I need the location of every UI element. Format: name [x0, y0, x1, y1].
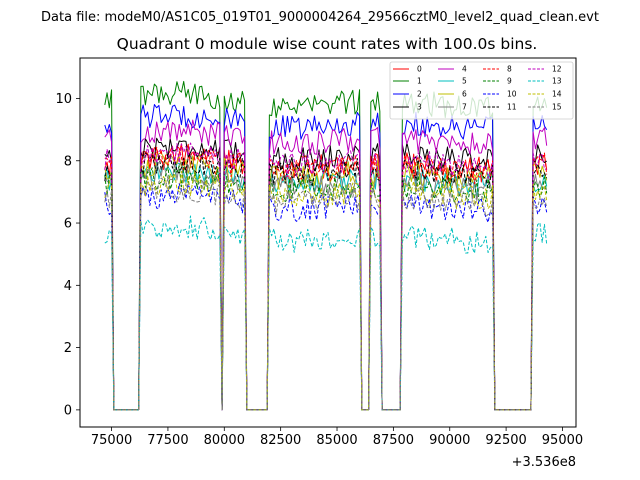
- legend-label-3: 3: [417, 103, 422, 112]
- legend-frame: [389, 61, 574, 120]
- y-tick-label: 6: [64, 217, 72, 232]
- x-tick-label: 80000: [204, 433, 245, 448]
- x-tick-label: 75000: [91, 433, 132, 448]
- series-line-10: [104, 183, 548, 411]
- x-tick-label: 87500: [373, 433, 414, 448]
- series-line-13: [104, 215, 548, 411]
- suptitle: Data file: modeM0/AS1C05_019T01_90000042…: [41, 10, 599, 25]
- legend-label-2: 2: [417, 90, 422, 99]
- x-tick-label: 95000: [542, 433, 583, 448]
- legend-label-9: 9: [507, 77, 512, 86]
- series-line-9: [104, 164, 548, 411]
- legend-label-5: 5: [462, 77, 467, 86]
- y-tick-label: 4: [64, 279, 72, 294]
- axes: 75000 77500 80000 82500 85000 87500 90000 92500…: [55, 92, 583, 448]
- legend-label-13: 13: [552, 77, 562, 86]
- x-tick-label: 77500: [147, 433, 188, 448]
- legend-label-8: 8: [507, 65, 512, 74]
- x-tick-label: 90000: [429, 433, 470, 448]
- series-line-4: [104, 119, 548, 411]
- series-line-11: [104, 150, 548, 411]
- series-line-14: [104, 170, 548, 411]
- x-tick-label: 92500: [485, 433, 526, 448]
- y-tick-label: 8: [64, 154, 72, 169]
- y-tick-label: 0: [64, 403, 72, 418]
- legend-label-14: 14: [552, 90, 562, 99]
- y-tick-label: 2: [64, 341, 72, 356]
- legend-label-1: 1: [417, 77, 422, 86]
- legend-label-10: 10: [507, 90, 517, 99]
- x-offset-label: +3.536e8: [512, 455, 576, 470]
- legend-label-4: 4: [462, 65, 467, 74]
- y-tick-label: 10: [55, 92, 72, 107]
- legend-label-0: 0: [417, 65, 422, 74]
- legend-label-15: 15: [552, 103, 562, 112]
- plot-area: [104, 80, 548, 411]
- legend-label-12: 12: [552, 65, 562, 74]
- x-tick-label: 82500: [260, 433, 301, 448]
- series-line-8: [104, 146, 548, 411]
- legend-label-11: 11: [507, 103, 517, 112]
- series-line-12: [104, 142, 547, 411]
- chart-title: Quadrant 0 module wise count rates with …: [117, 35, 538, 53]
- legend-label-6: 6: [462, 90, 467, 99]
- axes-frame: [79, 57, 577, 428]
- series-line-15: [104, 177, 548, 411]
- x-tick-label: 85000: [316, 433, 357, 448]
- series-line-2: [104, 104, 548, 411]
- legend-label-7: 7: [462, 103, 467, 112]
